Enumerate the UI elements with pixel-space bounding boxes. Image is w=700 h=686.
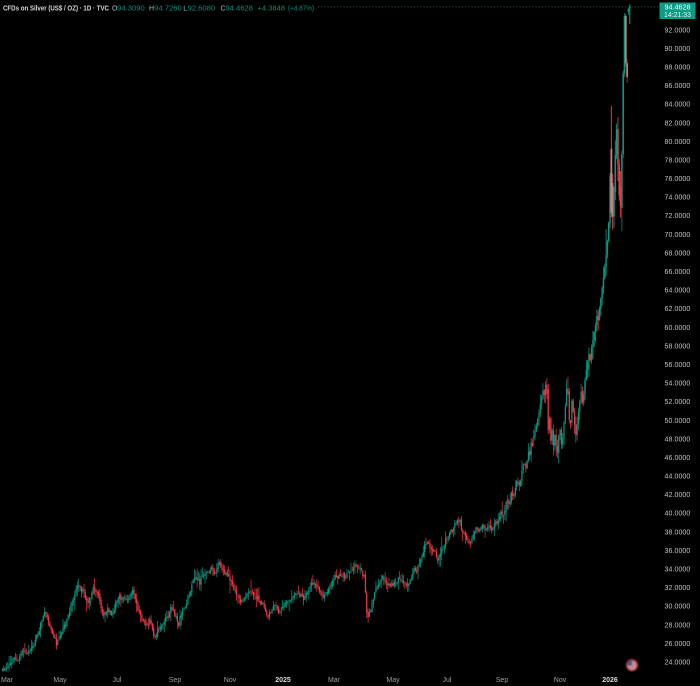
svg-text:44.0000: 44.0000 bbox=[665, 474, 691, 481]
svg-text:72.0000: 72.0000 bbox=[665, 213, 691, 220]
svg-text:26.0000: 26.0000 bbox=[665, 641, 691, 648]
svg-text:94.7260: 94.7260 bbox=[154, 5, 182, 12]
svg-text:68.0000: 68.0000 bbox=[665, 250, 691, 257]
svg-text:80.0000: 80.0000 bbox=[665, 139, 691, 146]
svg-text:54.0000: 54.0000 bbox=[665, 381, 691, 388]
svg-text:(+4.87%): (+4.87%) bbox=[288, 5, 314, 12]
svg-text:66.0000: 66.0000 bbox=[665, 269, 691, 276]
svg-text:Mar: Mar bbox=[1, 677, 14, 684]
svg-text:64.0000: 64.0000 bbox=[665, 288, 691, 295]
svg-text:42.0000: 42.0000 bbox=[665, 492, 691, 499]
svg-text:30.0000: 30.0000 bbox=[665, 604, 691, 611]
svg-text:94.4628: 94.4628 bbox=[225, 5, 253, 12]
svg-text:58.0000: 58.0000 bbox=[665, 343, 691, 350]
svg-text:May: May bbox=[53, 677, 67, 684]
svg-text:2025: 2025 bbox=[275, 677, 291, 684]
svg-text:Sep: Sep bbox=[169, 677, 182, 684]
svg-text:70.0000: 70.0000 bbox=[665, 232, 691, 239]
svg-text:76.0000: 76.0000 bbox=[665, 176, 691, 183]
svg-text:14:21:33: 14:21:33 bbox=[664, 12, 691, 19]
svg-text:92.6080: 92.6080 bbox=[188, 5, 216, 12]
svg-text:36.0000: 36.0000 bbox=[665, 548, 691, 555]
svg-text:H: H bbox=[149, 5, 154, 12]
svg-text:Jul: Jul bbox=[443, 677, 452, 684]
svg-text:50.0000: 50.0000 bbox=[665, 418, 691, 425]
svg-text:38.0000: 38.0000 bbox=[665, 529, 691, 536]
svg-text:82.0000: 82.0000 bbox=[665, 120, 691, 127]
svg-text:CFDs on Silver (US$ / OZ) · 1D: CFDs on Silver (US$ / OZ) · 1D · TVC bbox=[3, 5, 109, 12]
svg-text:34.0000: 34.0000 bbox=[665, 567, 691, 574]
svg-text:24.0000: 24.0000 bbox=[665, 660, 691, 667]
svg-text:May: May bbox=[386, 677, 400, 684]
svg-text:84.0000: 84.0000 bbox=[665, 102, 691, 109]
svg-text:+4.3848: +4.3848 bbox=[258, 5, 286, 12]
svg-text:32.0000: 32.0000 bbox=[665, 585, 691, 592]
svg-text:94.4628: 94.4628 bbox=[665, 4, 691, 11]
svg-text:Nov: Nov bbox=[224, 677, 237, 684]
svg-text:62.0000: 62.0000 bbox=[665, 306, 691, 313]
svg-text:Sep: Sep bbox=[496, 677, 509, 684]
svg-text:48.0000: 48.0000 bbox=[665, 436, 691, 443]
svg-text:2026: 2026 bbox=[602, 677, 618, 684]
svg-text:O: O bbox=[112, 5, 118, 12]
svg-text:28.0000: 28.0000 bbox=[665, 622, 691, 629]
svg-text:L: L bbox=[183, 5, 187, 12]
svg-text:52.0000: 52.0000 bbox=[665, 399, 691, 406]
svg-text:78.0000: 78.0000 bbox=[665, 158, 691, 165]
svg-text:56.0000: 56.0000 bbox=[665, 362, 691, 369]
svg-text:92.0000: 92.0000 bbox=[665, 27, 691, 34]
svg-text:Jul: Jul bbox=[113, 677, 122, 684]
svg-text:Nov: Nov bbox=[554, 677, 567, 684]
svg-text:74.0000: 74.0000 bbox=[665, 195, 691, 202]
svg-text:94.3090: 94.3090 bbox=[117, 5, 145, 12]
svg-text:C: C bbox=[221, 5, 226, 12]
svg-text:90.0000: 90.0000 bbox=[665, 46, 691, 53]
svg-text:40.0000: 40.0000 bbox=[665, 511, 691, 518]
svg-text:60.0000: 60.0000 bbox=[665, 325, 691, 332]
svg-text:Mar: Mar bbox=[328, 677, 341, 684]
svg-text:88.0000: 88.0000 bbox=[665, 65, 691, 72]
svg-text:86.0000: 86.0000 bbox=[665, 83, 691, 90]
svg-text:46.0000: 46.0000 bbox=[665, 455, 691, 462]
